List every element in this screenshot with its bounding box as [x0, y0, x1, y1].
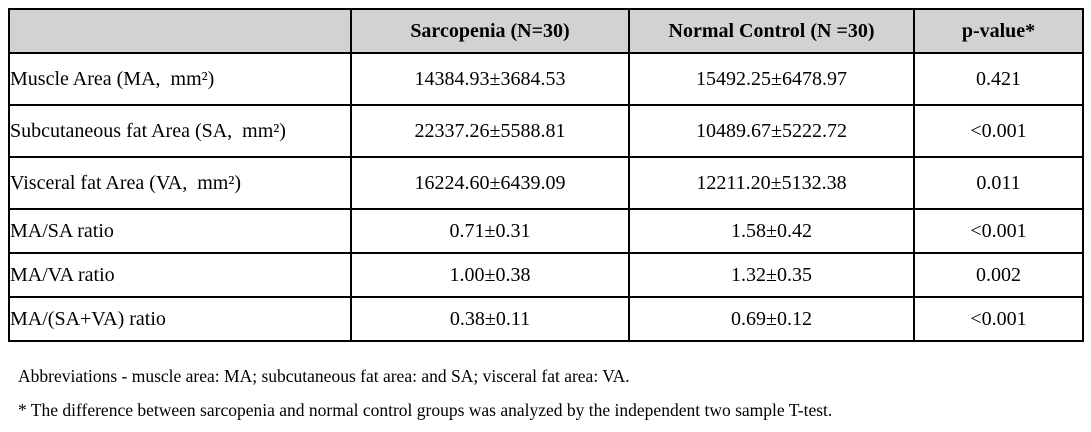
footnote-statistics: * The difference between sarcopenia and …: [18, 399, 833, 420]
column-header-normal-control: Normal Control (N =30): [628, 8, 915, 54]
cell-ma-sa-va-control: 0.69±0.12: [628, 296, 915, 342]
table-row-subcutaneous-fat-area: Subcutaneous fat Area (SA, mm²) 22337.26…: [8, 104, 1084, 158]
table-row-ma-va-ratio: MA/VA ratio 1.00±0.38 1.32±0.35 0.002: [8, 252, 1084, 298]
column-header-p-value: p-value*: [913, 8, 1084, 54]
table-row-ma-sa-va-ratio: MA/(SA+VA) ratio 0.38±0.11 0.69±0.12 <0.…: [8, 296, 1084, 342]
cell-ma-sa-va-pvalue: <0.001: [913, 296, 1084, 342]
column-header-sarcopenia: Sarcopenia (N=30): [350, 8, 630, 54]
table-row-muscle-area: Muscle Area (MA, mm²) 14384.93±3684.53 1…: [8, 52, 1084, 106]
cell-visceral-pvalue: 0.011: [913, 156, 1084, 210]
cell-subcutaneous-pvalue: <0.001: [913, 104, 1084, 158]
cell-subcutaneous-sarcopenia: 22337.26±5588.81: [350, 104, 630, 158]
cell-ma-va-control: 1.32±0.35: [628, 252, 915, 298]
header-row: Sarcopenia (N=30) Normal Control (N =30)…: [8, 8, 1084, 54]
row-label-visceral-fat-area: Visceral fat Area (VA, mm²): [8, 156, 352, 210]
cell-subcutaneous-control: 10489.67±5222.72: [628, 104, 915, 158]
cell-visceral-control: 12211.20±5132.38: [628, 156, 915, 210]
cell-visceral-sarcopenia: 16224.60±6439.09: [350, 156, 630, 210]
footnote-abbreviations: Abbreviations - muscle area: MA; subcuta…: [18, 366, 630, 386]
cell-ma-sa-control: 1.58±0.42: [628, 208, 915, 254]
footnotes: Abbreviations - muscle area: MA; subcuta…: [18, 366, 832, 422]
column-header-empty: [8, 8, 352, 54]
cell-muscle-area-pvalue: 0.421: [913, 52, 1084, 106]
cell-muscle-area-sarcopenia: 14384.93±3684.53: [350, 52, 630, 106]
row-label-ma-sa-ratio: MA/SA ratio: [8, 208, 352, 254]
cell-ma-va-sarcopenia: 1.00±0.38: [350, 252, 630, 298]
row-label-ma-sa-va-ratio: MA/(SA+VA) ratio: [8, 296, 352, 342]
cell-ma-sa-sarcopenia: 0.71±0.31: [350, 208, 630, 254]
cell-ma-sa-pvalue: <0.001: [913, 208, 1084, 254]
row-label-ma-va-ratio: MA/VA ratio: [8, 252, 352, 298]
row-label-muscle-area: Muscle Area (MA, mm²): [8, 52, 352, 106]
table-row-visceral-fat-area: Visceral fat Area (VA, mm²) 16224.60±643…: [8, 156, 1084, 210]
table-row-ma-sa-ratio: MA/SA ratio 0.71±0.31 1.58±0.42 <0.001: [8, 208, 1084, 254]
results-table: Sarcopenia (N=30) Normal Control (N =30)…: [8, 8, 1084, 342]
row-label-subcutaneous-fat-area: Subcutaneous fat Area (SA, mm²): [8, 104, 352, 158]
cell-muscle-area-control: 15492.25±6478.97: [628, 52, 915, 106]
cell-ma-sa-va-sarcopenia: 0.38±0.11: [350, 296, 630, 342]
cell-ma-va-pvalue: 0.002: [913, 252, 1084, 298]
